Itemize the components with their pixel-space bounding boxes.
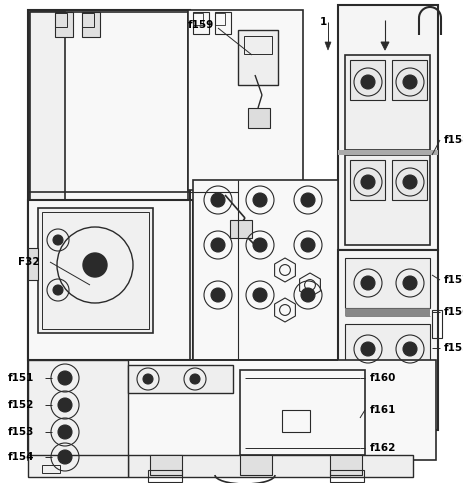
Bar — [247, 108, 269, 128]
Text: f152: f152 — [8, 400, 34, 410]
Bar — [337, 250, 437, 430]
Text: f160: f160 — [369, 373, 395, 383]
Bar — [55, 13, 67, 27]
Bar — [28, 360, 128, 460]
Bar — [193, 13, 203, 25]
Bar — [239, 455, 271, 475]
Bar — [214, 12, 231, 34]
Circle shape — [189, 374, 200, 384]
Bar — [148, 470, 181, 482]
Circle shape — [402, 175, 416, 189]
Bar — [38, 208, 153, 333]
Polygon shape — [324, 42, 330, 50]
Circle shape — [211, 238, 225, 252]
Bar — [282, 410, 309, 432]
Circle shape — [58, 371, 72, 385]
Bar — [28, 10, 189, 450]
Polygon shape — [380, 42, 388, 50]
Circle shape — [360, 276, 374, 290]
Bar — [28, 360, 435, 460]
Circle shape — [360, 75, 374, 89]
Bar — [344, 258, 429, 308]
Bar — [193, 180, 337, 365]
Circle shape — [211, 193, 225, 207]
Bar — [329, 455, 361, 475]
Text: f154: f154 — [8, 452, 34, 462]
Bar — [42, 465, 60, 473]
Circle shape — [252, 288, 266, 302]
Bar — [30, 12, 65, 392]
Text: 1: 1 — [319, 17, 326, 27]
Text: f159: f159 — [188, 20, 214, 30]
Bar — [431, 310, 441, 338]
Bar — [337, 150, 437, 155]
Bar — [128, 365, 232, 393]
Bar — [55, 12, 73, 37]
Bar — [344, 155, 429, 245]
Bar — [344, 308, 429, 316]
Circle shape — [58, 425, 72, 439]
Bar — [193, 12, 208, 34]
Bar — [230, 220, 251, 238]
Circle shape — [211, 288, 225, 302]
Text: f157: f157 — [443, 275, 463, 285]
Text: f162: f162 — [369, 443, 395, 453]
Bar — [344, 324, 429, 374]
Bar — [391, 60, 426, 100]
Bar — [82, 13, 94, 27]
Bar — [349, 160, 384, 200]
Text: f156: f156 — [443, 307, 463, 317]
Bar — [329, 470, 363, 482]
Bar — [30, 12, 188, 202]
Text: f151: f151 — [8, 373, 34, 383]
Bar — [82, 12, 100, 37]
Circle shape — [252, 193, 266, 207]
Bar — [214, 13, 225, 25]
Bar — [337, 5, 437, 250]
Circle shape — [402, 342, 416, 356]
Bar — [239, 370, 364, 455]
Bar — [28, 248, 38, 280]
Text: F32: F32 — [18, 257, 39, 267]
Circle shape — [143, 374, 153, 384]
Text: f153: f153 — [8, 427, 34, 437]
Circle shape — [252, 238, 266, 252]
Circle shape — [402, 75, 416, 89]
Circle shape — [53, 285, 63, 295]
Circle shape — [58, 398, 72, 412]
Bar — [128, 455, 412, 477]
Bar — [42, 212, 149, 329]
Bar — [391, 160, 426, 200]
Circle shape — [300, 288, 314, 302]
Bar — [188, 10, 302, 190]
Circle shape — [300, 238, 314, 252]
Bar — [28, 200, 193, 360]
Circle shape — [83, 253, 107, 277]
Circle shape — [53, 235, 63, 245]
Text: f155: f155 — [443, 343, 463, 353]
Bar — [244, 36, 271, 54]
Bar — [150, 455, 181, 475]
Circle shape — [300, 193, 314, 207]
Text: f161: f161 — [369, 405, 395, 415]
Bar — [28, 455, 128, 477]
Bar — [344, 55, 429, 150]
Circle shape — [402, 276, 416, 290]
Text: f158: f158 — [443, 135, 463, 145]
Circle shape — [360, 342, 374, 356]
Circle shape — [58, 450, 72, 464]
Bar — [238, 30, 277, 85]
Circle shape — [360, 175, 374, 189]
Bar — [349, 60, 384, 100]
